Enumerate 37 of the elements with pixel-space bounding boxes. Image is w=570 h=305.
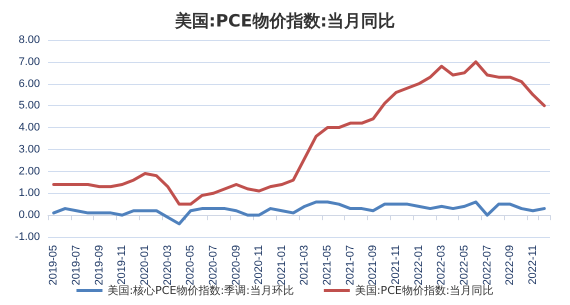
y-tick-label: 3.00	[18, 143, 40, 156]
legend-label: 美国:核心PCE物价指数:季调:当月环比	[107, 284, 294, 297]
chart-title: 美国:PCE物价指数:当月同比	[174, 12, 396, 32]
x-tick-label: 2019-09	[93, 245, 106, 286]
y-tick-label: 8.00	[18, 34, 40, 46]
y-tick-label: 6.00	[18, 78, 40, 90]
x-tick-label: 2021-09	[367, 245, 380, 286]
y-tick-label: 0.00	[18, 209, 40, 222]
x-tick-label: 2020-07	[207, 245, 220, 286]
y-tick-label: 4.00	[18, 122, 40, 134]
x-tick-label: 2020-09	[230, 245, 242, 286]
x-tick-label: 2022-07	[481, 245, 494, 286]
line-series	[52, 60, 546, 206]
x-tick-label: 2022-03	[436, 245, 448, 286]
x-tick-label: 2019-05	[48, 245, 60, 286]
x-tick-label: 2019-07	[70, 245, 83, 286]
x-tick-label: 2020-05	[184, 245, 197, 286]
legend-label: 美国:PCE物价指数:当月同比	[354, 284, 494, 297]
x-tick-label: 2021-07	[344, 245, 356, 286]
y-tick-label: 2.00	[18, 165, 40, 178]
x-tick-label: 2021-05	[322, 245, 334, 286]
x-tick-label: 2022-09	[504, 245, 516, 286]
y-tick-label: 7.00	[18, 56, 40, 68]
y-tick-label: 1.00	[18, 187, 40, 200]
x-tick-label: 2021-11	[390, 245, 402, 285]
line-series	[52, 200, 546, 226]
x-tick-label: 2020-11	[253, 245, 266, 285]
x-tick-label: 2021-01	[276, 245, 288, 286]
y-tick-label: 5.00	[18, 100, 40, 112]
x-tick-label: 2022-05	[458, 245, 470, 286]
x-tick-label: 2019-11	[116, 245, 128, 285]
x-tick-label: 2021-03	[298, 245, 311, 286]
y-tick-label: -1.00	[14, 231, 40, 243]
x-tick-label: 2022-11	[526, 245, 539, 285]
x-tick-label: 2022-01	[412, 245, 425, 286]
x-tick-label: 2020-03	[162, 245, 174, 286]
x-tick-label: 2020-01	[138, 245, 151, 286]
